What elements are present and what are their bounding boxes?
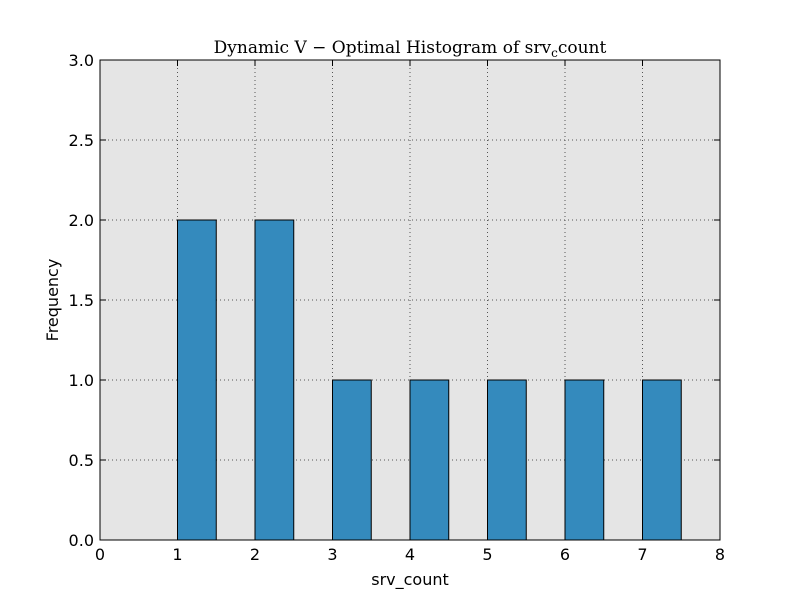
x-tick-label: 8 [715,545,725,564]
x-tick-label: 2 [250,545,260,564]
y-tick-label: 0.5 [69,451,94,470]
chart-title: Dynamic V − Optimal Histogram of srvccou… [214,38,607,60]
histogram-bar [332,379,372,541]
x-tick-label: 1 [172,545,182,564]
x-tick-label: 6 [560,545,570,564]
y-tick-label: 1.0 [69,371,94,390]
x-tick-label: 3 [327,545,337,564]
x-tick-label: 0 [95,545,105,564]
histogram-bar [487,379,527,541]
y-axis-label: Frequency [43,259,62,342]
histogram-bar [564,379,605,541]
y-tick-label: 1.5 [69,291,94,310]
y-tick-label: 3.0 [69,51,94,70]
bars [177,219,682,541]
y-tick-label: 2.5 [69,131,94,150]
x-tick-label: 5 [482,545,492,564]
histogram-bar [642,379,682,541]
x-tick-label: 4 [405,545,415,564]
y-tick-label: 0.0 [69,531,94,550]
axis-ticks: 0 1 2 3 4 5 6 7 8 0.0 0.5 1.0 1.5 2.0 2.5 3.0 [69,51,726,564]
histogram-bar [409,379,450,541]
x-tick-label: 7 [637,545,647,564]
x-axis-label: srv_count [371,570,449,590]
histogram-bar [254,219,295,541]
histogram-bar [177,219,217,541]
y-tick-label: 2.0 [69,211,94,230]
